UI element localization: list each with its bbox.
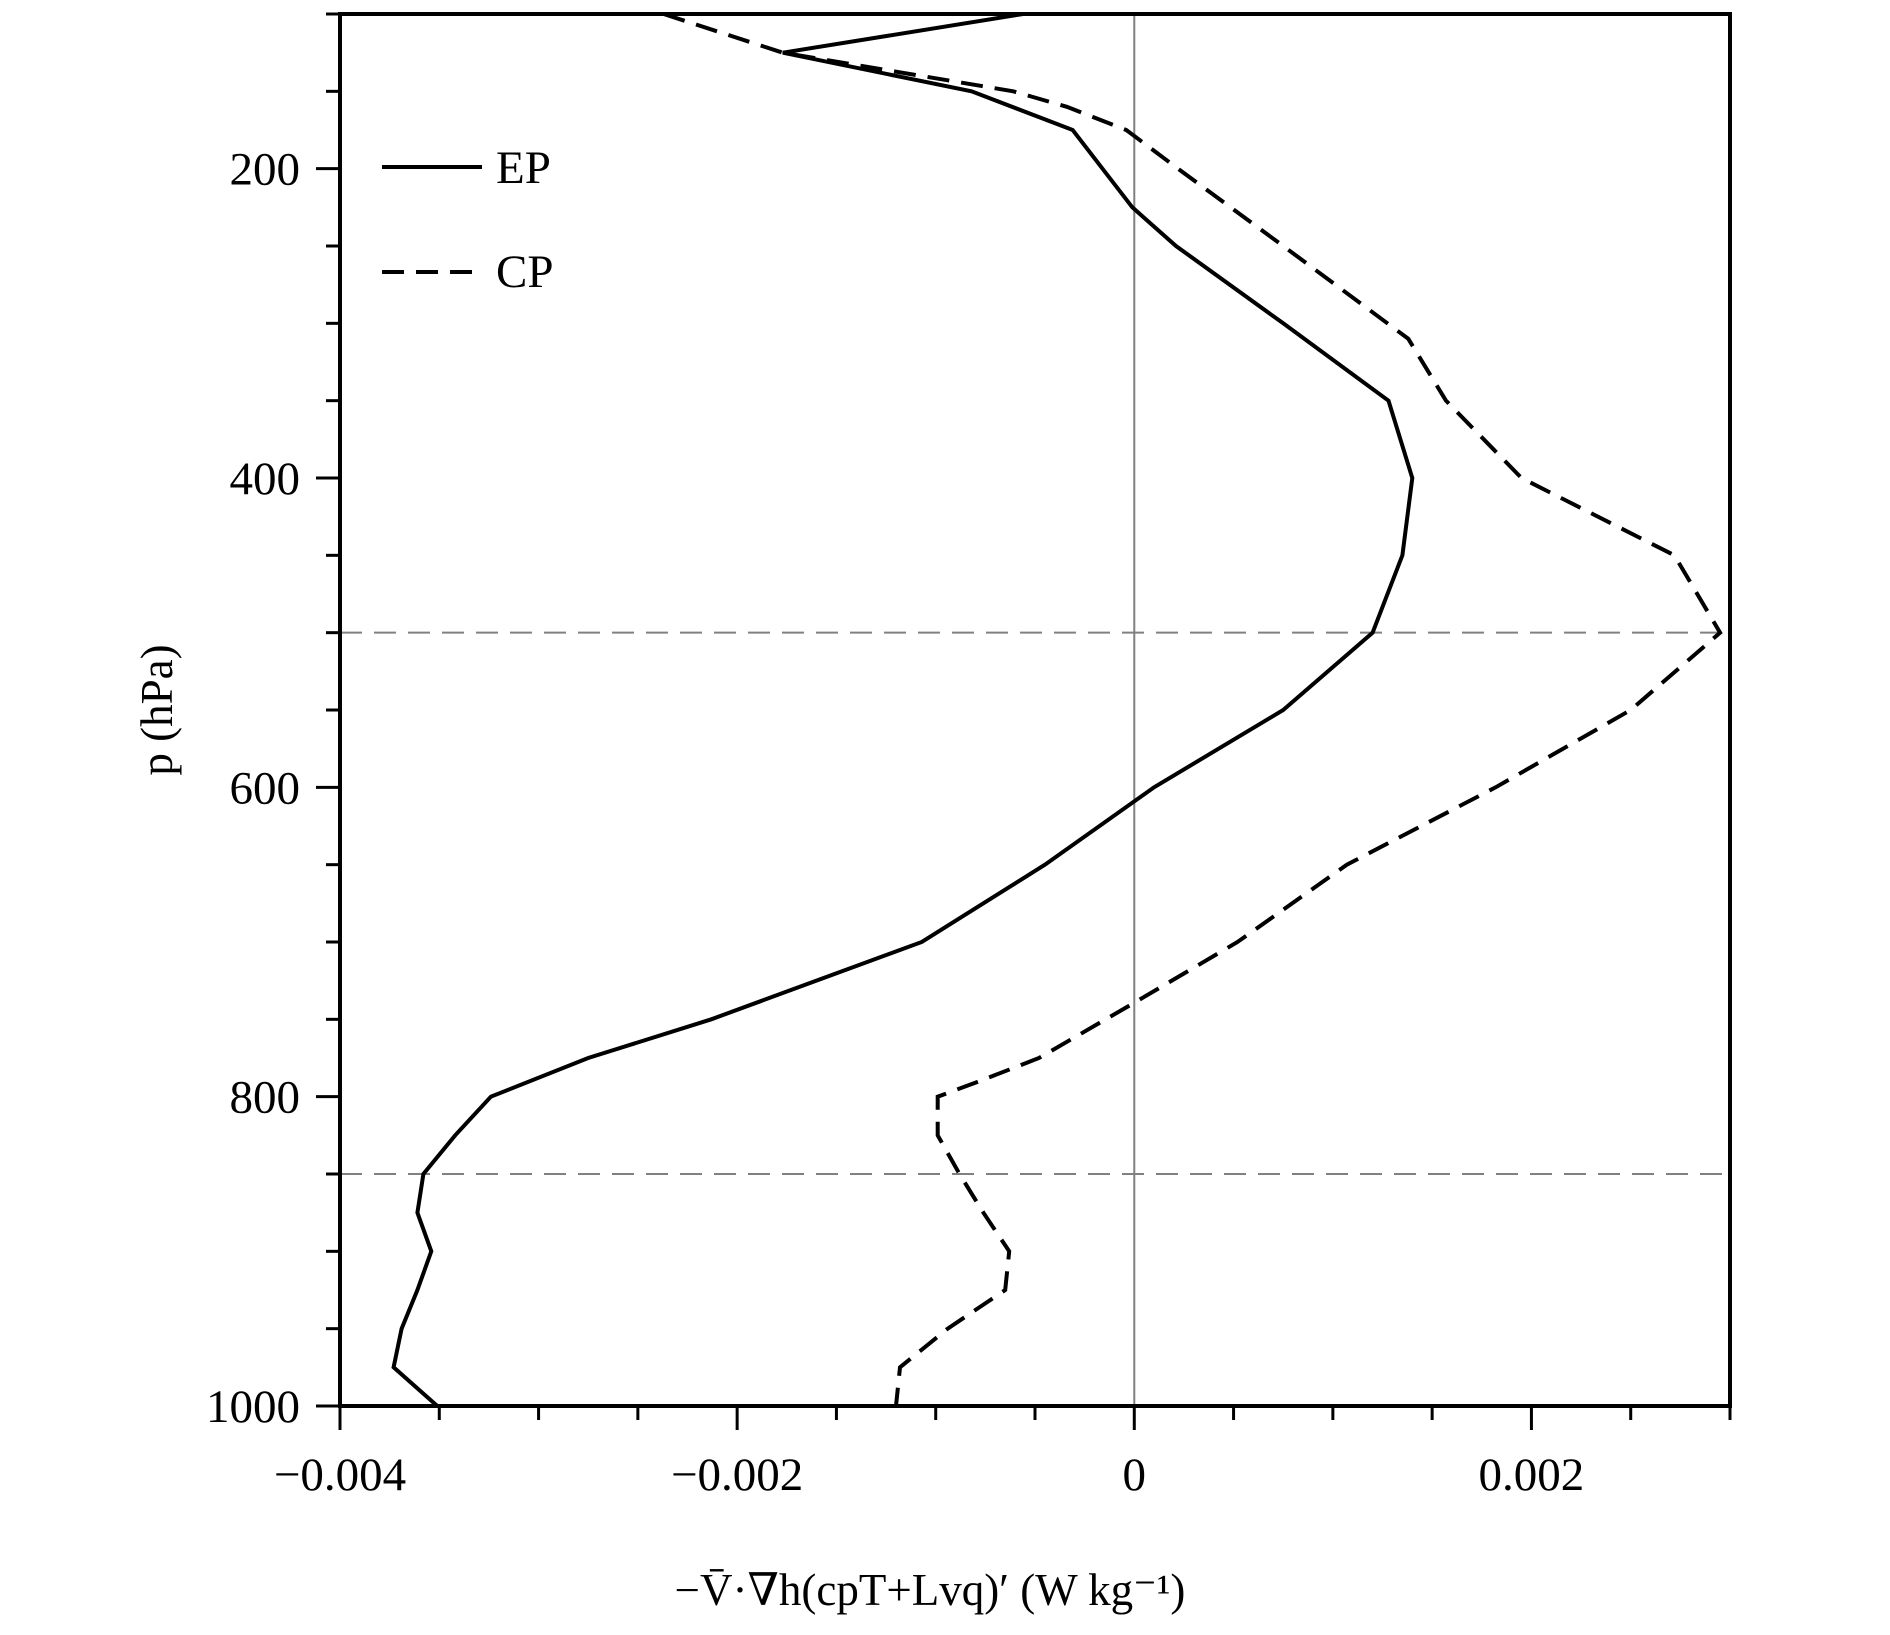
x-axis-title: −V̄·∇h(cpT+Lvq)′ (W kg⁻¹) <box>675 1565 1186 1615</box>
axis-ticks <box>316 12 1732 1430</box>
y-axis-tick-labels: 200 400 600 800 1000 <box>206 144 300 1433</box>
y-tick-label: 400 <box>230 453 301 505</box>
x-tick-label: 0 <box>1123 1449 1147 1501</box>
y-tick-label: 200 <box>230 144 301 196</box>
y-axis-title: p (hPa) <box>132 644 182 775</box>
series-line-cp <box>663 14 1723 1406</box>
y-tick-label: 1000 <box>206 1381 300 1433</box>
series-line-ep <box>391 14 1415 1406</box>
series-group <box>391 14 1723 1406</box>
x-axis-tick-labels: −0.004 −0.002 0 0.002 <box>274 1449 1584 1501</box>
legend: EP CP <box>382 142 554 298</box>
legend-label-ep: EP <box>496 142 551 194</box>
x-tick-label: −0.004 <box>274 1449 406 1501</box>
y-tick-label: 800 <box>230 1072 301 1124</box>
x-tick-label: −0.002 <box>671 1449 803 1501</box>
y-tick-label: 600 <box>230 762 301 814</box>
x-tick-label: 0.002 <box>1479 1449 1585 1501</box>
plot-frame <box>338 12 1732 1408</box>
pressure-reference-lines <box>340 631 1730 1175</box>
legend-label-cp: CP <box>496 246 554 298</box>
